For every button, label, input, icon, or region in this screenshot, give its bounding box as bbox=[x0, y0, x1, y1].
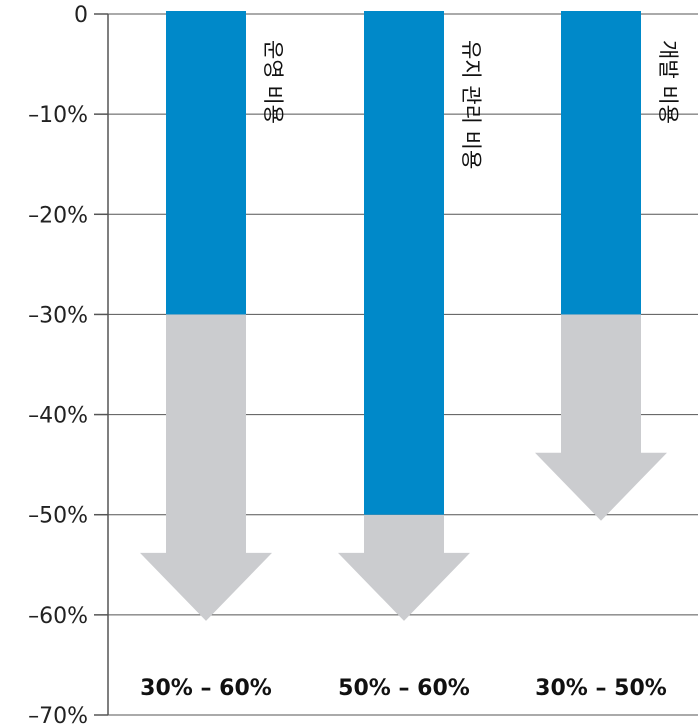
savings-arrow bbox=[140, 314, 272, 621]
y-tick-label: –30% bbox=[28, 303, 88, 328]
range-label: 30% – 60% bbox=[140, 676, 272, 701]
bar-category-label: 운영 비용 bbox=[261, 40, 285, 124]
savings-arrow bbox=[535, 314, 667, 521]
bar bbox=[364, 11, 444, 515]
y-tick-label: –20% bbox=[28, 203, 88, 228]
labels: 운영 비용 30% – 60% 유지 관리 비용 50% – 60% 개발 비용 30% … bbox=[140, 40, 680, 701]
range-label: 50% – 60% bbox=[338, 676, 470, 701]
bars bbox=[166, 11, 641, 515]
y-tick-label: –70% bbox=[28, 704, 88, 727]
y-tick-label: 0 bbox=[74, 3, 88, 28]
y-tick-label: –50% bbox=[28, 504, 88, 529]
y-tick-label: –40% bbox=[28, 404, 88, 429]
bar-category-label: 개발 비용 bbox=[656, 40, 680, 124]
bar bbox=[561, 11, 641, 315]
y-tick-label: –10% bbox=[28, 103, 88, 128]
bar bbox=[166, 11, 246, 315]
savings-arrow bbox=[338, 514, 470, 621]
y-tick-label: –60% bbox=[28, 604, 88, 629]
bar-category-label: 유지 관리 비용 bbox=[459, 40, 483, 169]
range-arrows bbox=[140, 314, 667, 621]
y-axis: 0 –10% –20% –30% –40% –50% –60% –70% bbox=[28, 3, 109, 727]
range-label: 30% – 50% bbox=[535, 676, 667, 701]
